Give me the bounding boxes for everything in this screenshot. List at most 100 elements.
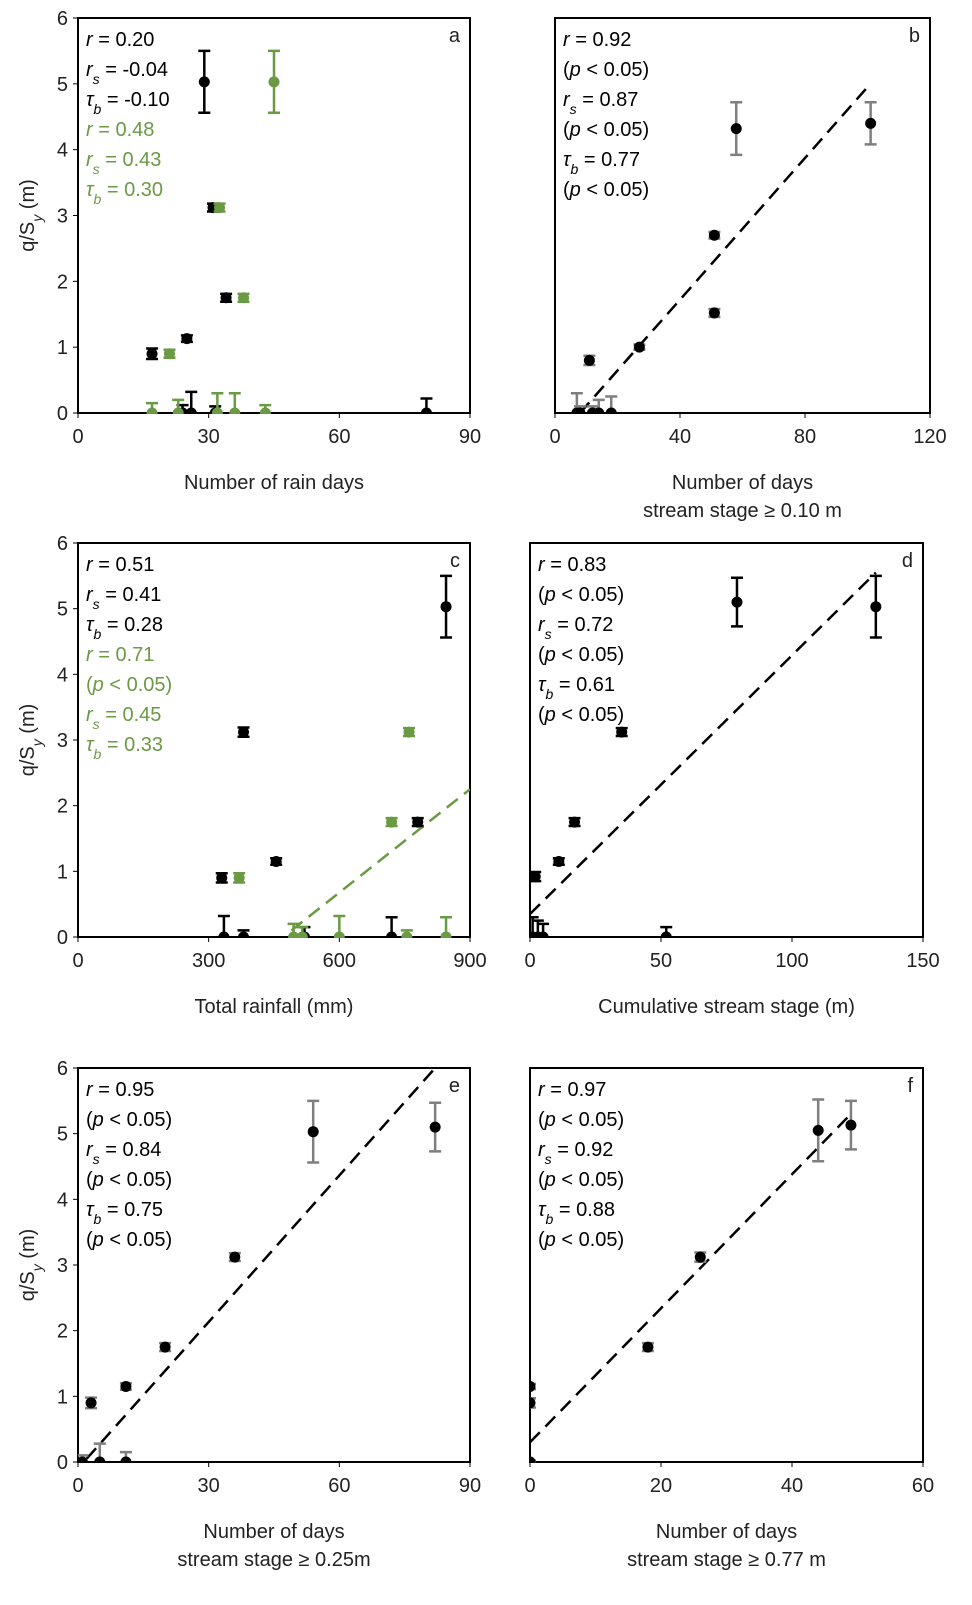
text-part: r	[86, 584, 94, 606]
text-part: = 0.45	[100, 704, 162, 726]
text-part: r	[86, 644, 94, 666]
data-point	[218, 931, 230, 938]
plot-frame	[529, 1067, 924, 1463]
x-tick-label: 120	[913, 426, 946, 448]
stat-annotation: r = 0.20	[86, 29, 154, 51]
plot-frame	[554, 17, 931, 414]
data-point	[270, 855, 282, 867]
data-point	[870, 601, 882, 613]
trendline	[530, 571, 877, 915]
text-part: s	[93, 161, 100, 177]
x-tick-label: 0	[72, 426, 83, 448]
text-part: = 0.95	[93, 1079, 155, 1101]
data-point	[660, 931, 672, 938]
data-point	[633, 341, 645, 353]
panel-label: d	[902, 550, 913, 572]
stat-annotation: (p < 0.05)	[563, 179, 649, 201]
panel-label: b	[909, 25, 920, 47]
text-part: = 0.48	[93, 119, 155, 141]
text-part: < 0.05)	[581, 119, 649, 141]
text-part: = 0.20	[93, 29, 155, 51]
panel-label: a	[449, 25, 461, 47]
data-point	[238, 726, 250, 738]
text-part: p	[544, 1169, 556, 1191]
y-tick-label: 0	[57, 1452, 68, 1474]
y-tick-label: 5	[57, 599, 68, 621]
y-tick-label: 5	[57, 1124, 68, 1146]
stat-annotation: τb = -0.10	[86, 89, 170, 117]
text-part: (	[538, 644, 545, 666]
text-part: y	[29, 1263, 45, 1272]
data-point	[386, 816, 398, 828]
stat-annotation: (p < 0.05)	[86, 1229, 172, 1251]
text-part: < 0.05)	[556, 584, 624, 606]
data-point	[530, 871, 541, 883]
data-point	[216, 872, 228, 884]
data-point	[198, 76, 210, 88]
text-part: = 0.41	[100, 584, 162, 606]
text-part: b	[93, 1211, 101, 1227]
x-tick-label: 60	[912, 1475, 934, 1497]
data-point	[163, 348, 175, 360]
y-tick-label: 3	[57, 730, 68, 752]
data-point	[259, 407, 271, 414]
data-point	[94, 1456, 106, 1463]
plot-area	[146, 49, 433, 414]
data-point	[238, 292, 250, 304]
text-part: r	[86, 1139, 94, 1161]
x-axis-label: Number of days	[656, 1521, 797, 1543]
stat-annotation: (p < 0.05)	[538, 644, 624, 666]
text-part: τ	[86, 179, 95, 201]
text-part: < 0.05)	[581, 59, 649, 81]
stat-annotation: (p < 0.05)	[86, 1109, 172, 1131]
text-part: < 0.05)	[556, 1229, 624, 1251]
text-part: b	[545, 686, 553, 702]
panel: 0 1 2 3 4 5 6 0 300 600 900 Total rainfall (mm) q/Sy…	[17, 533, 487, 1018]
stat-annotation: rs = 0.43	[86, 149, 161, 177]
text-part: s	[545, 1151, 552, 1167]
stat-annotation: (p < 0.05)	[538, 584, 624, 606]
data-point	[296, 931, 308, 938]
plot-area	[530, 571, 882, 938]
x-tick-label: 40	[781, 1475, 803, 1497]
text-part: r	[86, 29, 94, 51]
y-tick-label: 4	[57, 664, 68, 686]
panel: 0 50 100 150 Cumulative stream stage (m) d r =…	[524, 542, 940, 1018]
text-part: r	[563, 89, 571, 111]
data-point	[85, 1397, 97, 1409]
y-tick-label: 4	[57, 140, 68, 162]
text-part: τ	[538, 1199, 547, 1221]
text-part: p	[544, 704, 556, 726]
text-part: = 0.30	[101, 179, 163, 201]
data-point	[401, 931, 413, 938]
text-part: < 0.05)	[556, 1169, 624, 1191]
stat-annotation: (p < 0.05)	[538, 1109, 624, 1131]
text-part: = 0.77	[578, 149, 640, 171]
data-point	[229, 1251, 241, 1263]
stat-annotation: r = 0.97	[538, 1079, 606, 1101]
y-tick-label: 3	[57, 206, 68, 228]
data-point	[146, 348, 158, 360]
y-tick-label: 0	[57, 927, 68, 949]
text-part: q/S	[17, 222, 39, 252]
x-tick-label: 30	[198, 1475, 220, 1497]
data-point	[708, 307, 720, 319]
x-tick-label: 50	[650, 950, 672, 972]
data-point	[120, 1456, 132, 1463]
text-part: s	[93, 1151, 100, 1167]
text-part: (	[538, 704, 545, 726]
plot-area	[570, 86, 877, 414]
panel: 0 40 80 120 Number of days stream stage ≥ 0.1…	[549, 17, 947, 522]
text-part: (	[86, 1229, 93, 1251]
text-part: = 0.28	[101, 614, 163, 636]
data-point	[412, 816, 424, 828]
data-point	[268, 76, 280, 88]
text-part: (	[563, 59, 570, 81]
stat-annotation: rs = -0.04	[86, 59, 168, 87]
text-part: = 0.87	[577, 89, 639, 111]
data-point	[708, 229, 720, 241]
data-point	[220, 292, 232, 304]
plot-area	[78, 1068, 442, 1463]
